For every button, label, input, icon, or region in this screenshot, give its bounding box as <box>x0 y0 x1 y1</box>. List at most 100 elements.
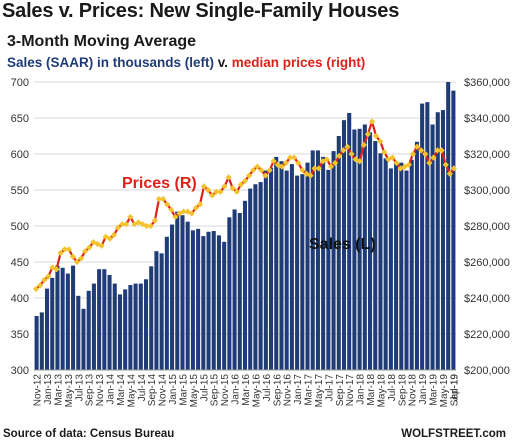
series-description: Sales (SAAR) in thousands (left) v. medi… <box>7 55 365 70</box>
price-marker <box>205 186 212 194</box>
annotation-prices: Prices (R) <box>122 175 197 192</box>
y-right-tick-label: $300,000 <box>464 185 510 197</box>
sales-bar <box>315 150 320 370</box>
price-marker <box>332 159 339 167</box>
price-marker <box>389 154 396 161</box>
y-right-tick-label: $280,000 <box>464 221 510 233</box>
sales-bar <box>117 294 122 370</box>
sales-bar <box>383 158 388 370</box>
price-marker <box>307 172 314 179</box>
sales-bar <box>211 231 216 370</box>
sales-bar <box>263 170 268 370</box>
x-tick-label: Sep-15 <box>210 374 221 407</box>
price-marker <box>405 161 412 168</box>
y-left-tick-label: 450 <box>11 257 29 269</box>
x-tick-label: Sep-16 <box>272 374 283 407</box>
x-tick-label: Jan-16 <box>231 374 242 405</box>
sales-bar <box>65 273 70 370</box>
sales-bar <box>91 283 96 370</box>
y-right-tick-label: $240,000 <box>464 293 510 305</box>
sales-bar <box>300 174 305 370</box>
price-marker <box>196 201 204 208</box>
x-tick-label: May-15 <box>189 374 200 408</box>
sales-bar <box>378 153 383 370</box>
sales-bar <box>164 236 169 370</box>
x-tick-label: May-18 <box>377 374 388 408</box>
price-marker <box>393 159 400 167</box>
y-right-tick-label: $360,000 <box>464 77 510 89</box>
y-left-tick-label: 600 <box>11 149 29 161</box>
price-marker <box>381 149 388 156</box>
sales-bar <box>446 82 451 370</box>
x-tick-label: May-19 <box>439 374 450 408</box>
sales-bar <box>232 209 237 370</box>
sales-bar <box>357 128 362 370</box>
sales-bar <box>190 230 195 370</box>
x-tick-label: Mar-13 <box>53 374 64 406</box>
price-marker <box>315 165 322 172</box>
x-tick-label: May-17 <box>314 374 325 408</box>
source-note: Source of data: Census Bureau <box>3 428 175 440</box>
x-tick-label: Jan-19 <box>418 374 429 405</box>
sales-description: Sales (SAAR) in thousands (left) <box>7 55 215 70</box>
sales-bar <box>253 184 258 370</box>
x-tick-label: Sep-17 <box>335 374 346 407</box>
y-right-tick-label: $320,000 <box>464 149 510 161</box>
price-marker <box>413 143 421 150</box>
price-marker <box>45 273 52 280</box>
x-tick-label: Mar-16 <box>241 374 252 406</box>
x-tick-label: Jul-13 <box>74 374 85 402</box>
x-tick-label: Nov-15 <box>220 374 231 407</box>
sales-bar <box>388 168 393 370</box>
sales-bar <box>39 312 44 370</box>
sales-bar <box>128 285 133 370</box>
sales-bar <box>81 308 86 370</box>
sales-bar <box>326 169 331 370</box>
price-marker <box>323 156 331 163</box>
x-tick-label: Jul-16 <box>262 374 273 402</box>
sales-bar <box>409 159 414 370</box>
sales-bar <box>206 231 211 370</box>
price-marker <box>299 167 306 174</box>
y-right-tick-label: $260,000 <box>464 257 510 269</box>
sales-bar <box>242 200 248 370</box>
x-tick-label: Jan-13 <box>43 374 54 405</box>
price-marker <box>368 118 376 125</box>
sales-bar <box>112 283 117 370</box>
price-marker <box>106 235 113 242</box>
price-marker <box>57 249 64 257</box>
sales-bar <box>237 213 242 370</box>
price-marker <box>65 246 72 253</box>
x-tick-label: Mar-18 <box>366 374 377 406</box>
sales-bar <box>269 167 274 370</box>
sales-bar <box>295 175 300 370</box>
sales-bar <box>50 277 55 370</box>
x-tick-label: May-13 <box>64 374 75 408</box>
chart-title: Sales v. Prices: New Single-Family House… <box>2 0 400 22</box>
x-tick-label: Mar-17 <box>304 374 315 406</box>
x-tick-label: Sep-18 <box>397 374 408 407</box>
x-tick-label: Jul-17 <box>324 374 335 402</box>
sales-bar <box>284 170 289 370</box>
sales-bar <box>196 228 201 370</box>
x-tick-label: Jan-14 <box>106 374 117 405</box>
sales-bar <box>34 316 39 370</box>
price-marker <box>311 165 318 172</box>
sales-bar <box>60 267 65 370</box>
sales-bar <box>321 156 326 370</box>
sales-bar <box>44 288 50 370</box>
x-tick-label: May-16 <box>251 374 262 408</box>
x-tick-label: Nov-13 <box>95 374 106 407</box>
sales-bar <box>399 162 404 370</box>
versus-text: v. <box>214 55 232 70</box>
price-marker <box>356 158 363 165</box>
sales-bar <box>425 102 430 370</box>
price-marker <box>114 224 122 231</box>
sales-bar <box>274 156 279 370</box>
sales-bar <box>352 129 357 370</box>
x-tick-label: Nov-18 <box>408 374 419 407</box>
price-marker <box>86 244 93 251</box>
y-right-tick-label: $340,000 <box>464 113 510 125</box>
sales-bar <box>279 161 284 370</box>
